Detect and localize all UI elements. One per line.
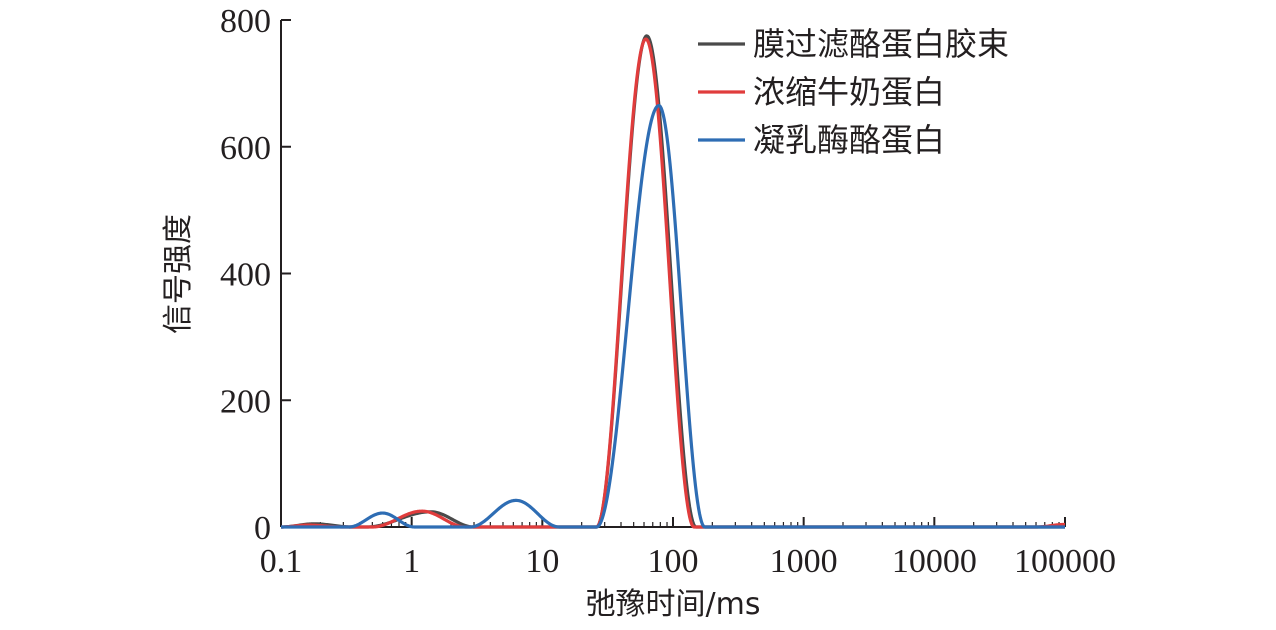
y-tick-label: 800 xyxy=(220,3,271,40)
x-tick-label: 1 xyxy=(403,543,420,580)
y-tick-label: 400 xyxy=(220,257,271,294)
x-ticks: 0.1 1 10 100 1000 10000 100000 xyxy=(260,517,1116,580)
series-line-3 xyxy=(280,104,1066,529)
series-line-1 xyxy=(280,34,1066,529)
y-ticks: 0 200 400 600 800 xyxy=(220,3,291,547)
y-tick-label: 200 xyxy=(220,383,271,420)
x-tick-label: 10 xyxy=(525,543,559,580)
legend-label-3: 凝乳酶酪蛋白 xyxy=(753,121,945,159)
y-tick-label: 600 xyxy=(220,130,271,167)
x-tick-label: 10000 xyxy=(892,543,977,580)
axes xyxy=(280,20,1065,528)
x-tick-label: 100 xyxy=(648,543,699,580)
legend-label-2: 浓缩牛奶蛋白 xyxy=(753,73,945,111)
y-axis-title: 信号强度 xyxy=(161,214,196,334)
x-axis-title: 弛豫时间/ms xyxy=(586,587,761,622)
x-tick-label: 0.1 xyxy=(260,543,303,580)
x-tick-label: 100000 xyxy=(1014,543,1116,580)
legend-label-1: 膜过滤酪蛋白胶束 xyxy=(753,25,1009,63)
x-tick-label: 1000 xyxy=(770,543,838,580)
series-layer xyxy=(280,34,1066,529)
y-tick-label: 0 xyxy=(254,510,271,547)
